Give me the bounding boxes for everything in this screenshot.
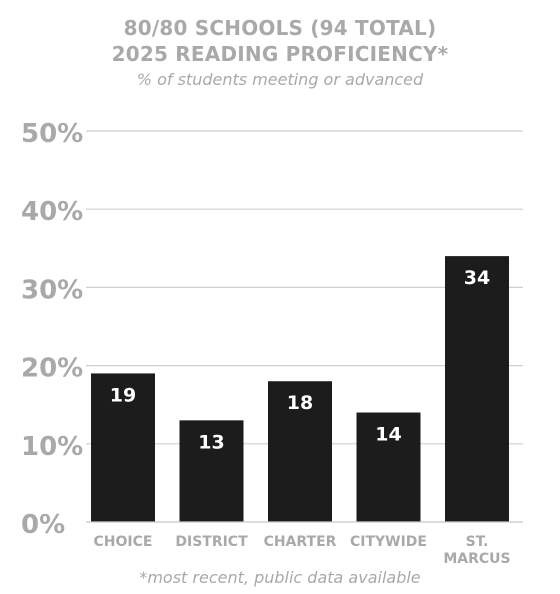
x-tick-label: DISTRICT [175,534,248,550]
chart-title-line-2: 2025 READING PROFICIENCY* [111,42,449,66]
bar [445,256,509,522]
bar [179,420,244,522]
bar [356,412,421,522]
y-tick-label: 10% [21,432,83,462]
x-tick-label-line: CITYWIDE [350,534,427,550]
x-tick-label: CHARTER [264,534,337,550]
x-tick-label: ST. MARCUS [443,534,510,567]
bar-value-label: 34 [464,267,490,289]
y-tick-label: 30% [21,275,83,305]
y-tick-label: 20% [21,354,83,384]
chart-title-line-1: 80/80 SCHOOLS (94 TOTAL) [123,16,437,40]
bar-value-label: 19 [110,384,136,406]
bar-value-label: 14 [375,424,401,446]
x-tick-label-line: ST. [466,534,489,550]
footnote: *most recent, public data available [139,568,421,587]
bar-value-label: 18 [287,392,313,414]
y-tick-label: 40% [21,197,83,227]
x-tick-label-line: CHARTER [264,534,337,550]
chart-subtitle: % of students meeting or advanced [136,70,424,89]
x-tick-label: CHOICE [94,534,153,550]
y-tick-label: 0% [21,510,65,540]
bar [91,373,155,522]
bar [268,381,332,522]
y-tick-label: 50% [21,119,83,149]
bar-value-label: 13 [198,431,224,453]
x-tick-label-line: MARCUS [443,551,510,567]
x-tick-label-line: DISTRICT [175,534,248,550]
x-tick-label: CITYWIDE [350,534,427,550]
x-tick-label-line: CHOICE [94,534,153,550]
